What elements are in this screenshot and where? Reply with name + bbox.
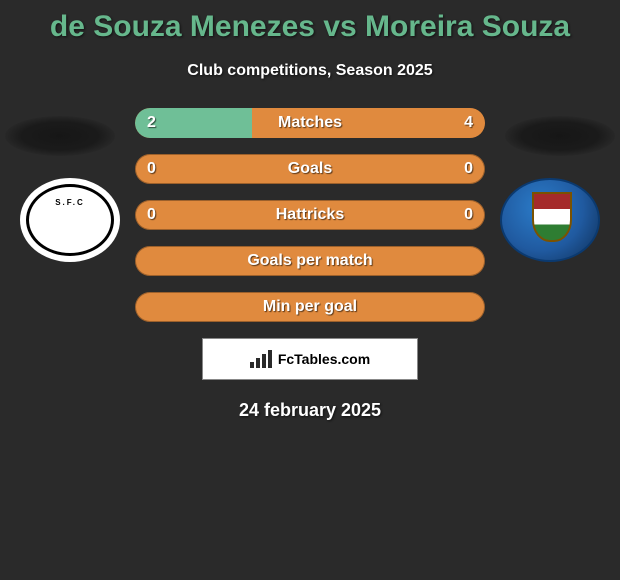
stat-value-right: 0 xyxy=(453,206,473,224)
stat-row: 2Matches4 xyxy=(135,108,485,138)
team-crest-left: S.F.C xyxy=(20,178,120,262)
player-right-shadow xyxy=(505,116,615,156)
stat-value-right: 0 xyxy=(453,160,473,178)
stat-row: Goals per match xyxy=(135,246,485,276)
bars-icon xyxy=(250,350,272,368)
stat-value-right: 4 xyxy=(453,114,473,132)
stat-label: Matches xyxy=(135,114,485,132)
stat-row: 0Goals0 xyxy=(135,154,485,184)
stat-label: Hattricks xyxy=(135,206,485,224)
brand-footer: FcTables.com xyxy=(202,338,418,380)
player-left-shadow xyxy=(5,116,115,156)
team-crest-left-initials: S.F.C xyxy=(20,198,120,207)
stat-label: Goals per match xyxy=(135,252,485,270)
page-title: de Souza Menezes vs Moreira Souza xyxy=(0,0,620,44)
subtitle: Club competitions, Season 2025 xyxy=(0,62,620,80)
stat-row: 0Hattricks0 xyxy=(135,200,485,230)
stat-label: Goals xyxy=(135,160,485,178)
stat-rows: 2Matches40Goals00Hattricks0Goals per mat… xyxy=(135,108,485,322)
stat-label: Min per goal xyxy=(135,298,485,316)
brand-text: FcTables.com xyxy=(278,351,370,367)
team-crest-right xyxy=(500,178,600,262)
stat-row: Min per goal xyxy=(135,292,485,322)
comparison-panel: S.F.C 2Matches40Goals00Hattricks0Goals p… xyxy=(0,108,620,421)
date-text: 24 february 2025 xyxy=(0,400,620,421)
